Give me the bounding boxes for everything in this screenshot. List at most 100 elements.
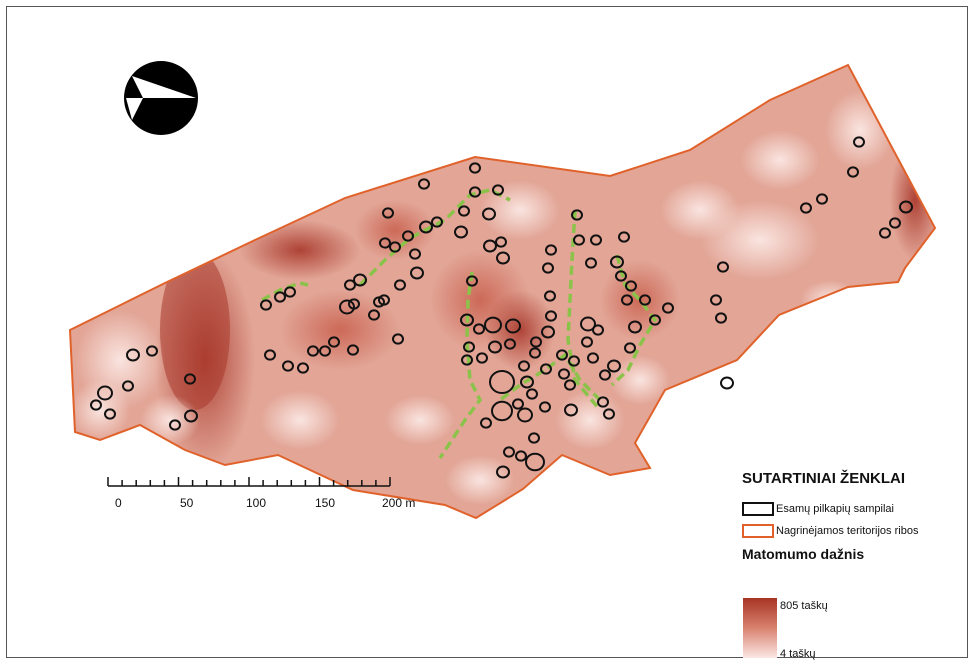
burial-mounds: [90, 136, 913, 479]
mound-outline: [564, 403, 578, 417]
mound-outline: [544, 290, 556, 302]
mound-outline: [662, 302, 674, 314]
mound-outline: [496, 251, 510, 265]
mound-outline: [717, 261, 729, 273]
mound-outline: [540, 363, 552, 375]
mound-outline: [496, 465, 510, 479]
mound-outline: [491, 400, 513, 422]
mound-outline: [816, 193, 828, 205]
mound-outline: [469, 186, 481, 198]
mound-outline: [607, 359, 621, 373]
mound-outline: [353, 273, 367, 287]
mound-outline: [520, 375, 534, 389]
mound-outline: [260, 299, 272, 311]
mound-outline: [581, 336, 593, 348]
mound-outline: [431, 216, 443, 228]
mound-outline: [618, 231, 630, 243]
mound-outline: [184, 373, 196, 385]
mound-outline: [526, 388, 538, 400]
mound-outline: [348, 298, 360, 310]
mound-outline: [488, 340, 502, 354]
mound-outline: [542, 262, 554, 274]
mound-outline: [368, 309, 380, 321]
mound-outline: [458, 205, 470, 217]
mound-outline: [284, 286, 296, 298]
mound-outline: [274, 291, 286, 303]
mound-outline: [379, 237, 391, 249]
mound-outline: [628, 320, 642, 334]
scale-bar: [107, 477, 391, 487]
mound-outline: [539, 401, 551, 413]
mound-outline: [515, 450, 527, 462]
mound-outline: [592, 324, 604, 336]
mound-outline: [564, 379, 576, 391]
mound-outline: [505, 318, 521, 334]
mound-outline: [610, 255, 624, 269]
mound-outline: [339, 299, 355, 315]
mound-outline: [889, 217, 901, 229]
mound-outline: [624, 342, 636, 354]
mound-outline: [590, 234, 602, 246]
scale-label-100: 100: [246, 496, 267, 510]
legend-item-boundary-label: Nagrinėjamos teritorijos ribos: [776, 525, 919, 537]
frequency-title: Matomumo dažnis: [742, 546, 865, 562]
mound-outline: [517, 407, 533, 423]
mound-outline: [394, 279, 406, 291]
mound-outline: [476, 352, 488, 364]
mound-outline: [587, 352, 599, 364]
mound-outline: [418, 178, 430, 190]
mound-outline: [847, 166, 859, 178]
mound-outline: [454, 225, 468, 239]
mound-outline: [528, 432, 540, 444]
mound-outline: [307, 345, 319, 357]
mound-outline: [603, 408, 615, 420]
mound-outline: [463, 341, 475, 353]
north-arrow-icon: [124, 61, 198, 135]
mound-outline: [625, 280, 637, 292]
mound-outline: [615, 270, 627, 282]
mound-outline: [319, 345, 331, 357]
mound-outline: [580, 316, 596, 332]
mound-outline: [461, 354, 473, 366]
legend-item-mounds: Esamų pilkapių sampilai: [742, 500, 894, 518]
mound-outline: [541, 325, 555, 339]
mound-outline: [347, 344, 359, 356]
mound-outline: [264, 349, 276, 361]
mound-outline: [800, 202, 812, 214]
mound-outline: [282, 360, 294, 372]
scale-label-0: 0: [115, 496, 122, 510]
mound-outline: [169, 419, 181, 431]
mound-outline: [649, 314, 661, 326]
scale-label-150: 150: [315, 496, 336, 510]
mound-outline: [126, 348, 140, 362]
mound-outline: [530, 336, 542, 348]
legend-title: SUTARTINIAI ŽENKLAI: [742, 470, 906, 487]
mound-outline: [382, 207, 394, 219]
mound-outline: [480, 417, 492, 429]
mound-outline: [512, 398, 524, 410]
mound-outline: [419, 220, 433, 234]
mound-outline: [568, 355, 580, 367]
mound-outline: [879, 227, 891, 239]
territory-boundary: [68, 63, 937, 520]
mound-outline: [571, 209, 583, 221]
mound-outline: [639, 294, 651, 306]
mound-outline: [97, 385, 113, 401]
mound-outline: [392, 333, 404, 345]
mound-outline: [715, 312, 727, 324]
frequency-min-label: 4 taškų: [780, 648, 816, 660]
scale-label-50: 50: [180, 496, 194, 510]
mound-outline: [482, 207, 496, 221]
mound-outline: [184, 409, 198, 423]
mound-outline: [504, 338, 516, 350]
frequency-max-label: 805 taškų: [780, 600, 828, 612]
mound-outline: [122, 380, 134, 392]
mound-outline: [402, 230, 414, 242]
mound-outline: [899, 200, 913, 214]
mound-outline: [483, 239, 497, 253]
mound-outline: [389, 241, 401, 253]
mound-outline: [558, 368, 570, 380]
mound-outline: [492, 184, 504, 196]
mound-outline: [853, 136, 865, 148]
